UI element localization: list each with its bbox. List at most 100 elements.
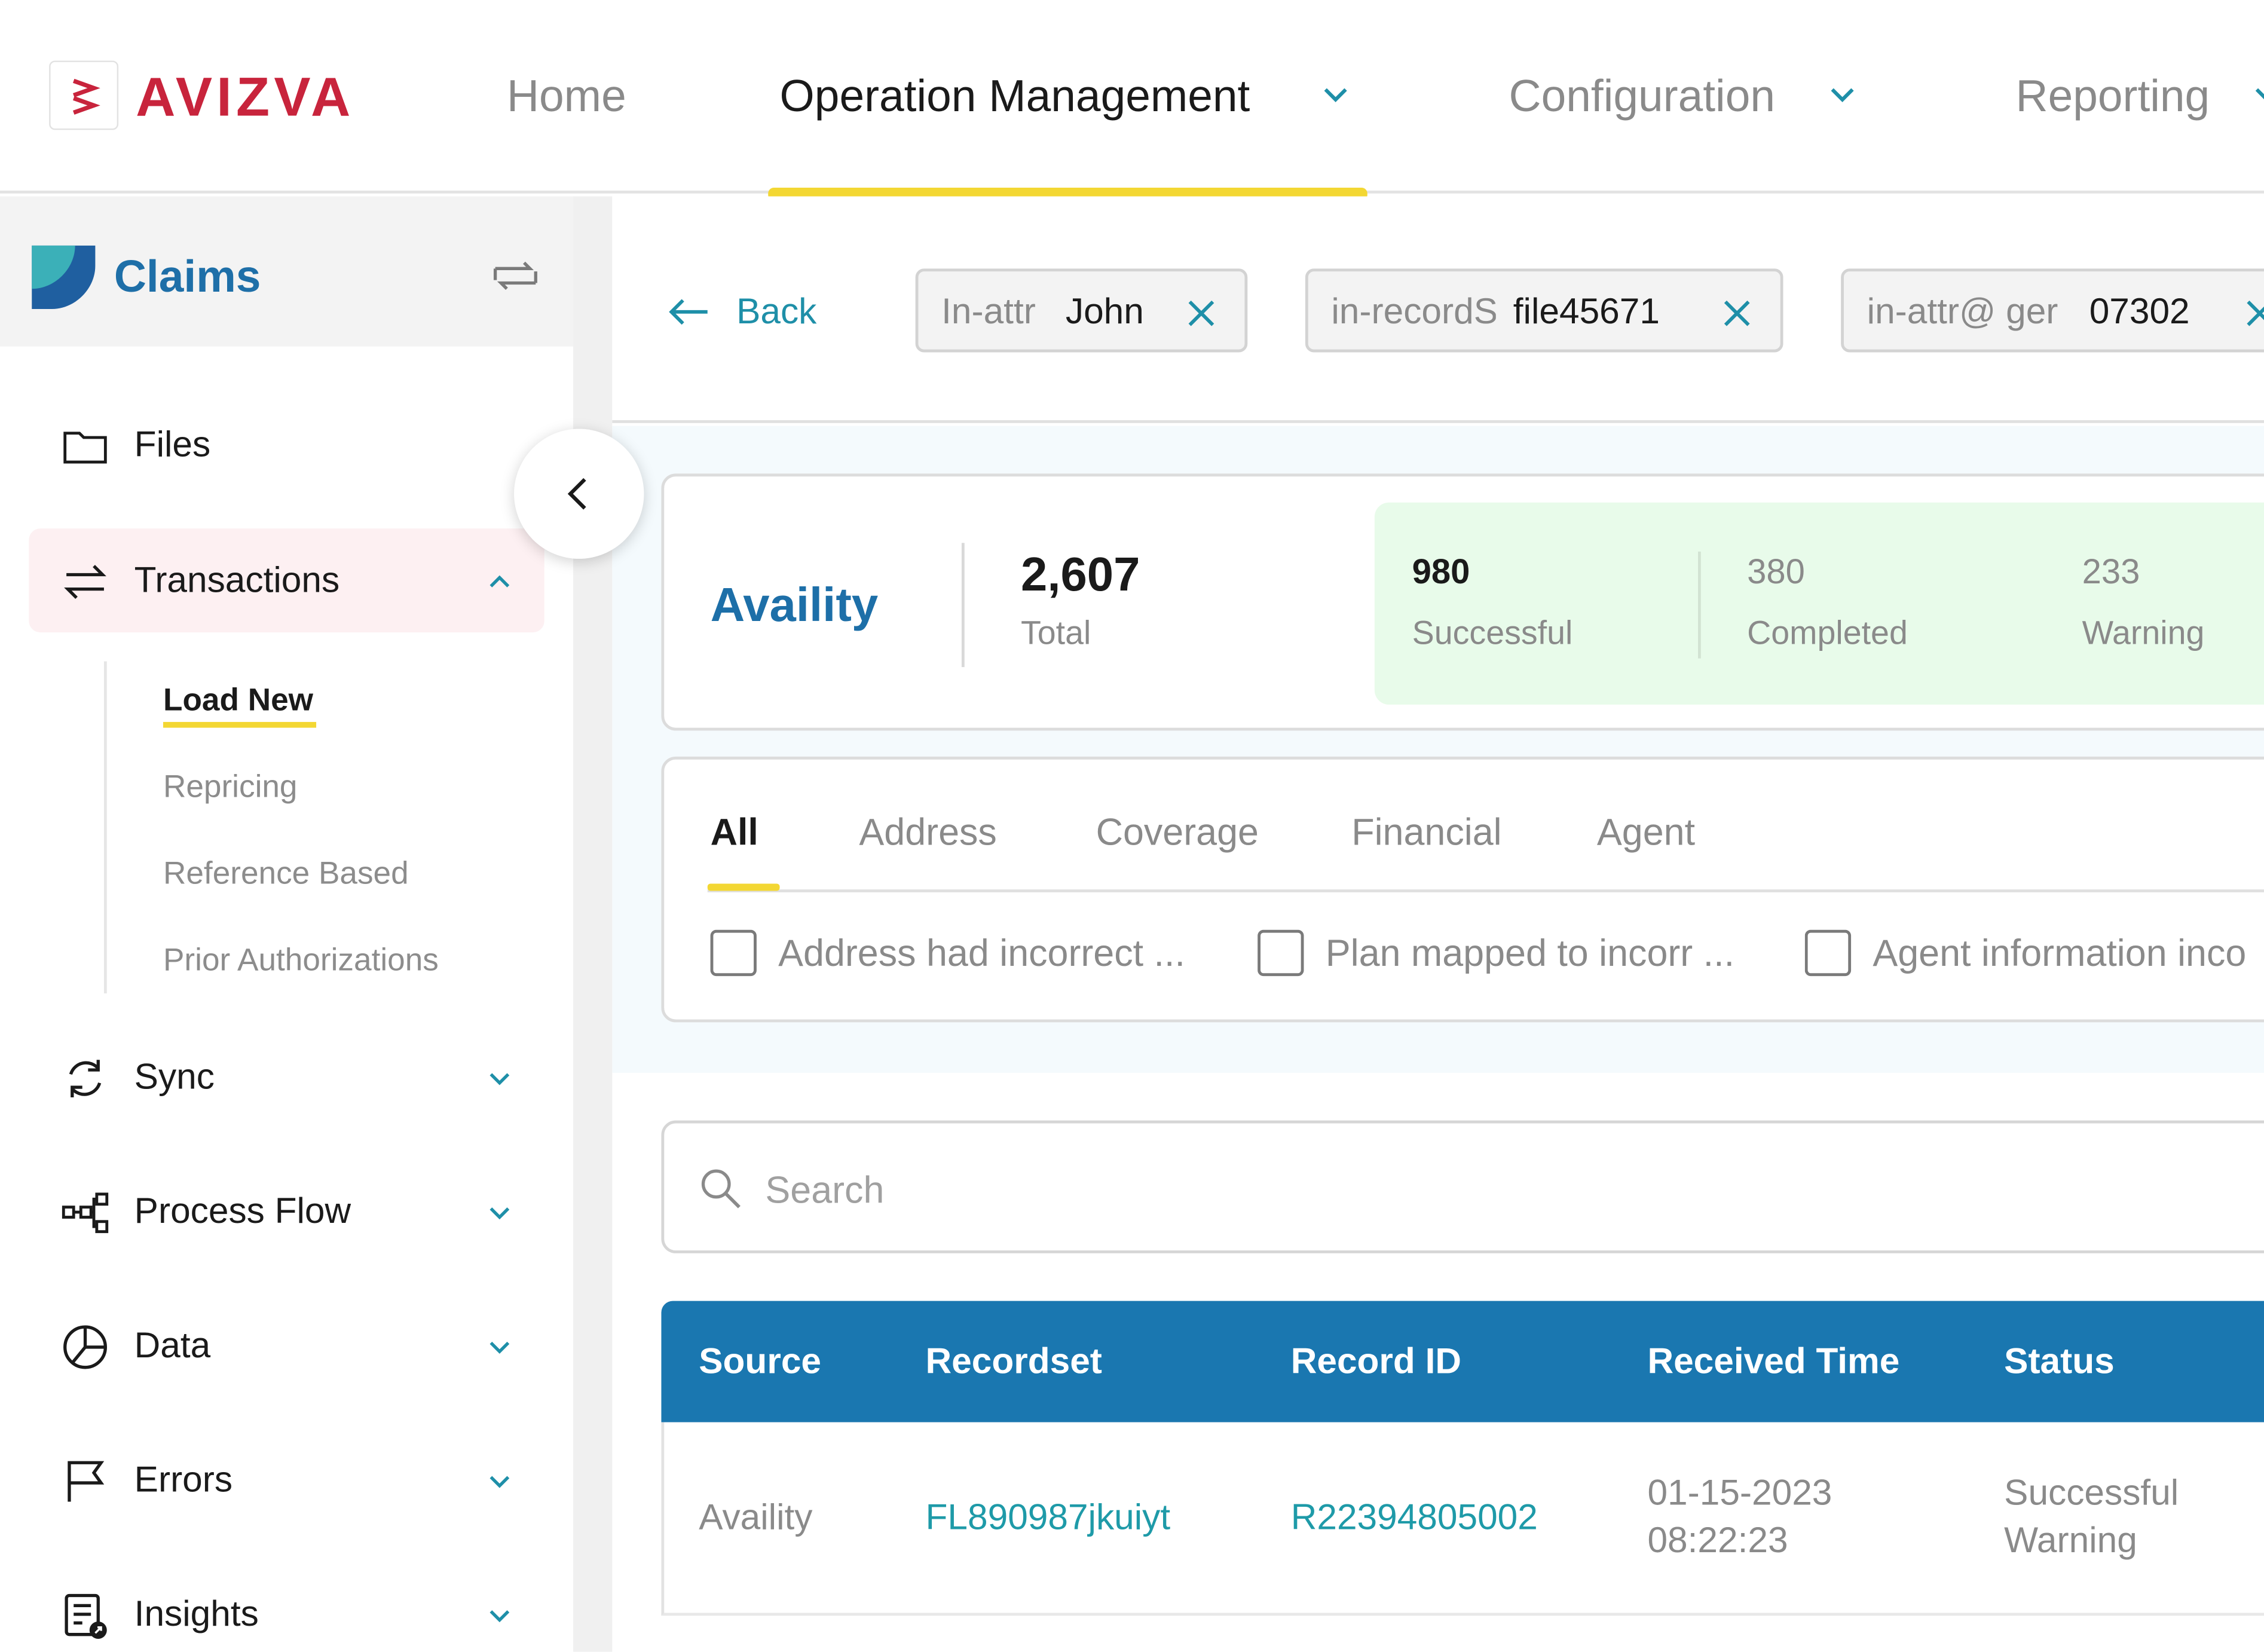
filter-chip[interactable]: In-attr John xyxy=(915,268,1248,353)
sidebar-scroll-rail xyxy=(573,196,613,1652)
checkbox-label: Address had incorrect ... xyxy=(778,931,1185,975)
tab-all[interactable]: All xyxy=(710,810,758,853)
sidebar-item-data[interactable]: Data xyxy=(29,1294,544,1398)
filter-chip[interactable]: in-recordS file45671 xyxy=(1305,268,1783,353)
cell-recordset-link[interactable]: FL890987jkuiyt xyxy=(925,1497,1171,1538)
chevron-down-icon[interactable] xyxy=(487,1603,512,1629)
sidebar-item-label: Insights xyxy=(134,1594,259,1635)
error-filter-checkbox[interactable]: Plan mapped to incorr ... xyxy=(1258,927,1748,979)
claims-module-icon xyxy=(32,245,96,309)
stat-successful-label: Successful xyxy=(1412,613,1573,651)
summary-card: Availity 2,607 Total 980 Successful 380 … xyxy=(661,473,2264,731)
logo-mark xyxy=(49,60,119,130)
cell-received-date: 01-15-2023 xyxy=(1647,1473,1832,1513)
module-title: Claims xyxy=(114,251,261,302)
nav-configuration[interactable]: Configuration xyxy=(1509,71,1776,121)
error-filter-checkbox[interactable]: Agent information inco xyxy=(1804,927,2264,979)
column-header-received-time[interactable]: Received Time xyxy=(1647,1341,1900,1382)
sidebar-item-sync[interactable]: Sync xyxy=(29,1025,544,1129)
checkbox-label: Plan mapped to incorr ... xyxy=(1325,931,1735,975)
sidebar-item-process-flow[interactable]: Process Flow xyxy=(29,1160,544,1264)
submenu-item-reference-based[interactable]: Reference Based xyxy=(163,855,409,891)
column-header-record-id[interactable]: Record ID xyxy=(1290,1341,1462,1382)
cell-record-id-link[interactable]: R22394805002 xyxy=(1290,1497,1538,1538)
submenu-active-indicator xyxy=(163,721,317,728)
chevron-down-icon[interactable] xyxy=(1828,81,1856,109)
pie-chart-icon xyxy=(63,1325,108,1369)
column-header-recordset[interactable]: Recordset xyxy=(925,1341,1102,1382)
submenu-rail xyxy=(103,661,107,994)
tab-coverage[interactable]: Coverage xyxy=(1096,810,1259,853)
chevron-up-icon[interactable] xyxy=(487,569,512,595)
back-button[interactable]: Back xyxy=(664,283,866,341)
table-row[interactable]: Availity FL890987jkuiyt R22394805002 01-… xyxy=(661,1422,2264,1616)
chevron-down-icon[interactable] xyxy=(487,1469,512,1494)
filter-chip-key: In-attr xyxy=(941,291,1036,332)
filter-chip-key: in-attr@ ger xyxy=(1867,291,2058,332)
status-stats-panel: 980 Successful 380 Completed 233 Warning xyxy=(1374,502,2264,705)
sidebar-item-label: Files xyxy=(134,424,211,465)
total-count: 2,607 xyxy=(1020,547,1140,601)
tab-financial[interactable]: Financial xyxy=(1351,810,1502,853)
nav-reporting[interactable]: Reporting xyxy=(2015,71,2210,121)
switch-module-icon[interactable] xyxy=(489,254,541,297)
stat-warning-value: 233 xyxy=(2082,553,2140,592)
sidebar-item-insights[interactable]: Insights xyxy=(29,1562,544,1652)
nav-home[interactable]: Home xyxy=(506,71,626,121)
chevron-down-icon[interactable] xyxy=(487,1066,512,1091)
tab-divider xyxy=(707,889,2264,892)
close-icon[interactable] xyxy=(1720,296,1754,331)
stat-successful-value: 980 xyxy=(1412,553,1470,592)
sidebar-item-label: Errors xyxy=(134,1460,233,1501)
column-header-source[interactable]: Source xyxy=(699,1341,822,1382)
sidebar-item-errors[interactable]: Errors xyxy=(29,1428,544,1532)
divider xyxy=(961,543,965,668)
search-input[interactable] xyxy=(765,1161,1632,1219)
sync-icon xyxy=(69,1060,102,1098)
collapse-sidebar-button[interactable] xyxy=(514,429,644,559)
total-label: Total xyxy=(1020,613,1091,651)
sidebar-item-label: Data xyxy=(134,1325,211,1366)
search-icon xyxy=(701,1169,741,1209)
chevron-down-icon[interactable] xyxy=(487,1200,512,1226)
active-tab-indicator xyxy=(707,883,780,891)
submenu-item-load-new[interactable]: Load New xyxy=(163,681,314,718)
divider xyxy=(1698,551,1701,659)
close-icon[interactable] xyxy=(1184,296,1219,331)
sidebar-item-label: Process Flow xyxy=(134,1191,351,1232)
stat-warning-label: Warning xyxy=(2082,613,2205,651)
checkbox[interactable] xyxy=(1258,929,1304,977)
tab-address[interactable]: Address xyxy=(859,810,997,853)
stat-completed-label: Completed xyxy=(1747,613,1908,651)
sidebar-item-label: Sync xyxy=(134,1057,215,1098)
close-icon[interactable] xyxy=(2242,296,2264,331)
insights-icon xyxy=(65,1593,107,1639)
nav-operation-management[interactable]: Operation Management xyxy=(779,71,1250,121)
stat-completed-value: 380 xyxy=(1747,553,1805,592)
process-flow-icon xyxy=(62,1192,109,1234)
submenu-item-prior-authorizations[interactable]: Prior Authorizations xyxy=(163,941,439,978)
tab-agent[interactable]: Agent xyxy=(1596,810,1696,853)
arrows-exchange-icon xyxy=(64,565,106,599)
table-header: Source Recordset Record ID Received Time… xyxy=(661,1301,2264,1422)
chevron-down-icon[interactable] xyxy=(2253,81,2264,109)
chevron-left-icon xyxy=(567,478,586,510)
search-bar[interactable] xyxy=(661,1120,2264,1253)
sidebar-item-files[interactable]: Files xyxy=(29,393,544,497)
submenu-item-repricing[interactable]: Repricing xyxy=(163,768,298,804)
checkbox[interactable] xyxy=(1804,929,1852,977)
column-header-status[interactable]: Status xyxy=(2004,1341,2115,1382)
chevron-down-icon[interactable] xyxy=(487,1334,512,1360)
cell-received-time: 08:22:23 xyxy=(1647,1520,1788,1561)
error-filter-checkbox[interactable]: Address had incorrect ... xyxy=(710,927,1201,979)
filter-chip[interactable]: in-attr@ ger 07302 xyxy=(1841,268,2264,353)
module-header: Claims xyxy=(0,196,574,347)
sidebar: Claims Files Transactions xyxy=(0,196,574,1652)
chevron-down-icon[interactable] xyxy=(1321,81,1350,109)
cell-status-primary: Successful xyxy=(2004,1473,2179,1513)
brand-logo-text: AVIZVA xyxy=(136,68,355,129)
top-navigation-bar: AVIZVA Home Operation Management Configu… xyxy=(0,0,2264,194)
sidebar-item-transactions[interactable]: Transactions xyxy=(29,528,544,633)
checkbox[interactable] xyxy=(710,929,757,977)
